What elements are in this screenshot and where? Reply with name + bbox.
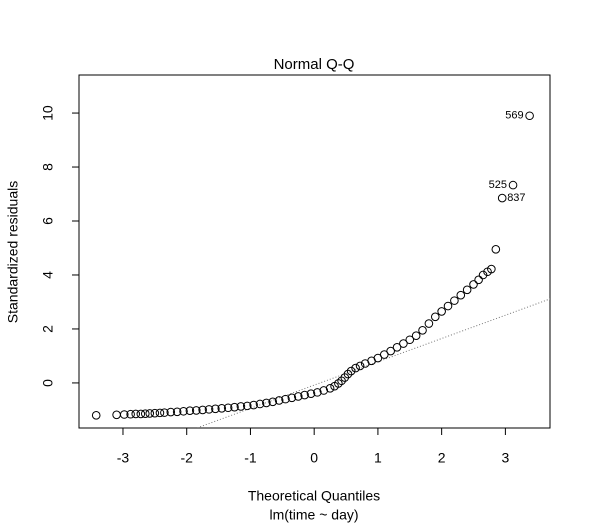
point [268, 397, 278, 407]
point [155, 408, 165, 418]
point [230, 402, 239, 412]
point [242, 401, 252, 411]
point [198, 405, 207, 415]
point [204, 405, 214, 414]
chart-title: Normal Q-Q [274, 56, 355, 73]
point [191, 406, 201, 415]
point [91, 411, 101, 420]
x-tick-label: -1 [244, 450, 257, 466]
point [166, 407, 176, 417]
point [172, 407, 182, 417]
point [456, 290, 466, 300]
y-tick-label: 4 [40, 271, 56, 279]
point [462, 285, 472, 295]
point [418, 326, 427, 335]
point [450, 296, 459, 305]
point [150, 408, 160, 418]
point [346, 366, 356, 376]
x-tick-label: 3 [501, 450, 509, 466]
annotation: 569 [505, 110, 523, 122]
y-tick-label: 2 [40, 325, 56, 333]
y-tick-label: 8 [40, 163, 56, 171]
point [262, 398, 271, 408]
y-tick-label: 10 [40, 105, 56, 121]
y-axis-label: Standardized residuals [5, 181, 21, 323]
subtitle: lm(time ~ day) [269, 507, 358, 523]
x-tick-label: 2 [438, 450, 446, 466]
annotation: 837 [507, 192, 525, 204]
point [343, 369, 353, 379]
point [325, 384, 335, 393]
point [306, 389, 316, 399]
point [399, 339, 408, 348]
plot-frame [78, 74, 551, 429]
point [491, 245, 501, 254]
reference-line [195, 298, 550, 428]
point [274, 396, 284, 405]
x-tick-label: -2 [180, 450, 193, 466]
point [131, 409, 141, 419]
point [145, 409, 155, 418]
point [334, 379, 343, 388]
point [160, 408, 169, 417]
point [386, 346, 395, 356]
point [424, 319, 434, 328]
point [211, 404, 220, 414]
y-tick-label: 0 [40, 379, 56, 387]
point [281, 394, 290, 404]
point [287, 393, 297, 403]
point [217, 403, 227, 413]
point [437, 307, 446, 316]
point [179, 406, 188, 416]
point [119, 410, 129, 419]
point [392, 343, 402, 352]
point [355, 361, 365, 371]
point [411, 331, 421, 341]
x-axis-label: Theoretical Quantiles [248, 488, 380, 504]
point [478, 270, 488, 280]
y-tick-label: 6 [40, 217, 56, 225]
point [525, 111, 534, 121]
point [319, 386, 329, 395]
x-tick-label: 1 [374, 450, 382, 466]
x-tick-label: 0 [310, 450, 318, 466]
point [255, 399, 265, 409]
point [185, 406, 195, 416]
point [293, 392, 303, 401]
point [351, 363, 360, 373]
point [379, 350, 389, 359]
point [313, 388, 322, 397]
point [140, 409, 150, 418]
point [487, 264, 496, 274]
point [136, 409, 146, 419]
point [249, 400, 258, 410]
point [373, 353, 383, 363]
point [236, 402, 246, 411]
point [405, 335, 415, 345]
point [126, 409, 135, 419]
point [112, 410, 121, 420]
point [469, 280, 478, 289]
point [508, 180, 518, 190]
point [337, 376, 346, 386]
point [223, 403, 233, 413]
point [474, 275, 483, 285]
point [300, 390, 309, 400]
annotation: 525 [489, 179, 507, 191]
point [443, 301, 453, 311]
point [497, 193, 507, 203]
x-tick-label: -3 [117, 450, 130, 466]
point [430, 312, 440, 322]
